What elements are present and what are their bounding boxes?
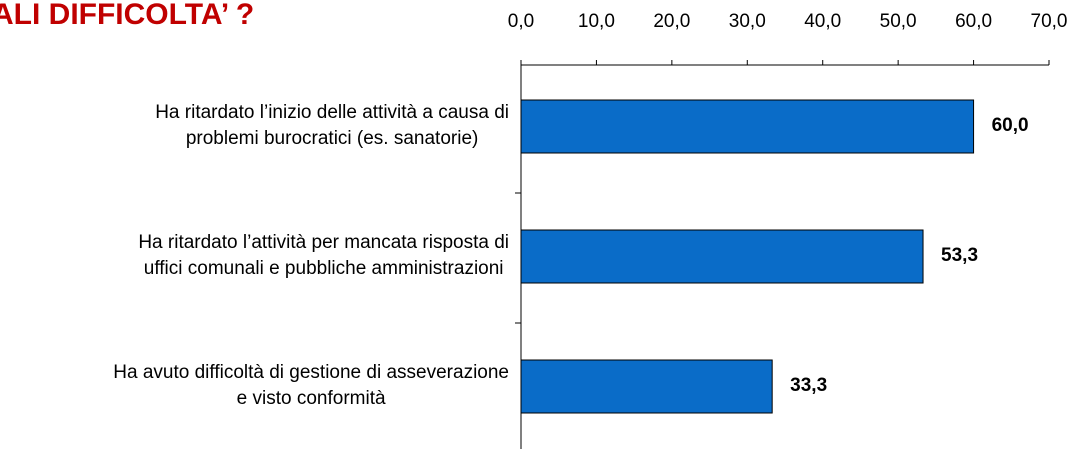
bar (520, 99, 975, 154)
y-tick-label-line: Ha avuto difficoltà di gestione di assev… (113, 362, 509, 383)
x-tick-label: 30,0 (729, 11, 766, 32)
y-tick-label: Ha ritardato l’attività per mancata risp… (138, 232, 509, 279)
y-tick-label-line: problemi burocratici (es. sanatorie) (186, 128, 479, 149)
chart-title: ALI DIFFICOLTA’ ? (0, 0, 254, 31)
y-tick-label-line: Ha ritardato l’inizio delle attività a c… (155, 102, 509, 123)
value-label: 33,3 (790, 375, 827, 396)
x-tick-label: 50,0 (880, 11, 917, 32)
x-tick-label: 40,0 (804, 11, 841, 32)
x-tick-label: 60,0 (955, 11, 992, 32)
y-tick-label-line: Ha ritardato l’attività per mancata risp… (138, 232, 509, 253)
y-tick-label-line: e visto conformità (237, 388, 386, 409)
bar (520, 229, 924, 284)
value-label: 53,3 (941, 245, 978, 266)
x-tick-label: 0,0 (508, 11, 534, 32)
y-tick-label-line: uffici comunali e pubbliche amministrazi… (144, 258, 504, 279)
bar (520, 359, 773, 414)
x-tick-label: 70,0 (1031, 11, 1068, 32)
y-tick-label: Ha ritardato l’inizio delle attività a c… (155, 102, 509, 149)
y-tick-label: Ha avuto difficoltà di gestione di assev… (113, 362, 509, 409)
value-label: 60,0 (992, 115, 1029, 136)
x-tick-label: 20,0 (653, 11, 690, 32)
x-tick-label: 10,0 (578, 11, 615, 32)
